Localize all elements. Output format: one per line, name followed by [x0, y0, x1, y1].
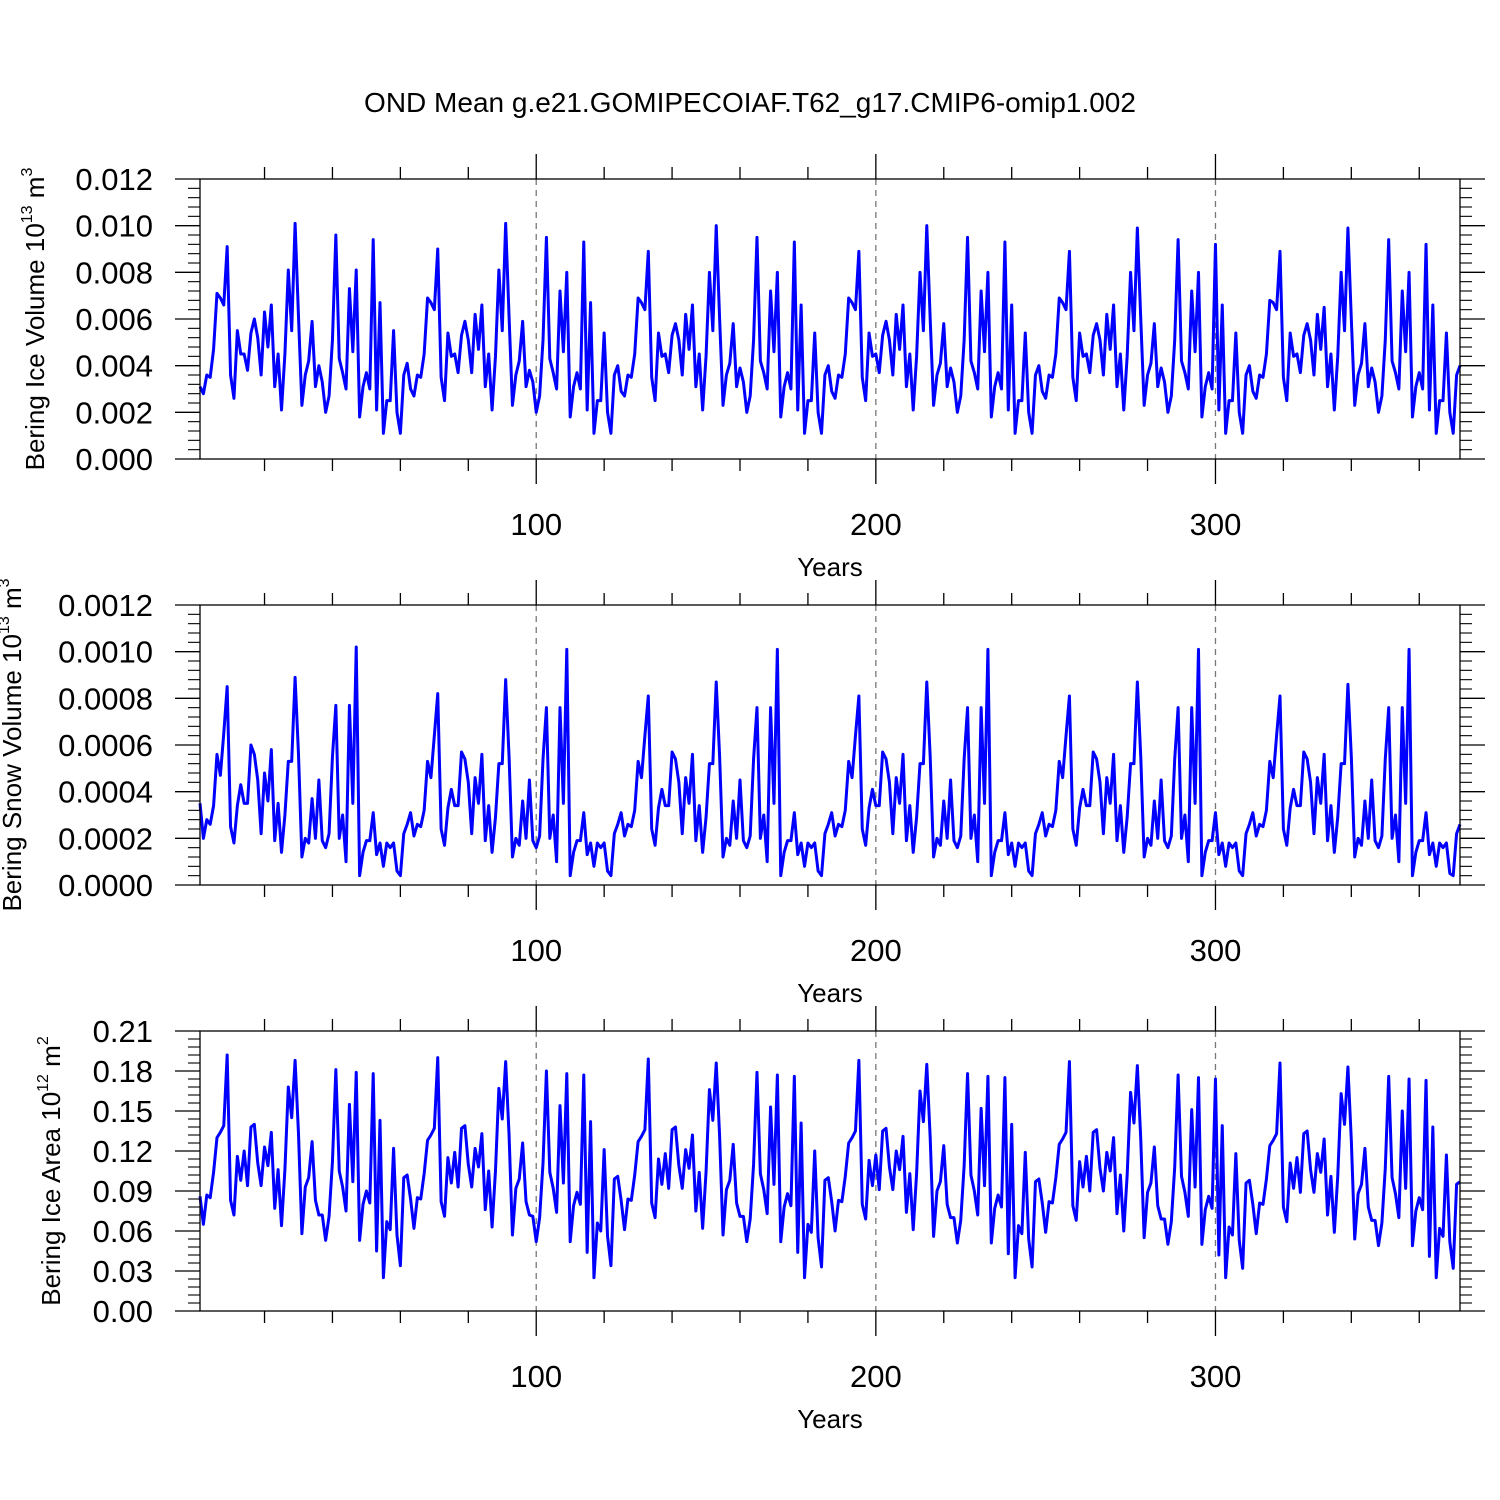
x-tick-label: 300	[1190, 933, 1242, 968]
y-axis-label: Bering Snow Volume 1013 m3	[0, 578, 27, 911]
x-tick-label: 300	[1190, 507, 1242, 542]
y-tick-label: 0.21	[93, 1014, 153, 1049]
x-tick-label: 200	[850, 933, 902, 968]
chart-title: OND Mean g.e21.GOMIPECOIAF.T62_g17.CMIP6…	[364, 87, 1136, 118]
plot-frame	[199, 178, 1461, 460]
x-axis-label: Years	[797, 552, 863, 582]
y-tick-label: 0.09	[93, 1174, 153, 1209]
series-line	[198, 1053, 1461, 1280]
x-axis-label: Years	[797, 978, 863, 1008]
y-axis-label: Bering Ice Area 1012 m2	[35, 1036, 66, 1306]
x-tick-label: 100	[510, 933, 562, 968]
y-tick-label: 0.002	[75, 395, 153, 430]
series-line	[198, 221, 1462, 435]
panel-2: 0.0000 0.0002 0.0004 0.0006 0.0008 0.0010 0.00…	[0, 578, 1485, 1008]
y-tick-label: 0.0010	[58, 635, 153, 670]
y-tick-label: 0.012	[75, 162, 153, 197]
x-tick-label: 200	[850, 507, 902, 542]
plot-frame	[199, 604, 1461, 886]
x-tick-label: 200	[850, 1359, 902, 1394]
x-tick-label: 300	[1190, 1359, 1242, 1394]
y-tick-label: 0.000	[75, 442, 153, 477]
plot-frame	[199, 1030, 1461, 1312]
y-axis-label: Bering Ice Volume 1013 m3	[19, 168, 50, 471]
y-tick-label: 0.0012	[58, 588, 153, 623]
x-axis-label: Years	[797, 1404, 863, 1434]
panel-1: 0.000 0.002 0.004 0.006 0.008 0.010 0.012 100 20…	[19, 154, 1485, 582]
y-tick-label: 0.0006	[58, 728, 153, 763]
y-tick-label: 0.0000	[58, 868, 153, 903]
y-tick-label: 0.0004	[58, 775, 153, 810]
y-tick-label: 0.006	[75, 302, 153, 337]
y-tick-label: 0.06	[93, 1214, 153, 1249]
series-line	[198, 645, 1462, 878]
x-tick-label: 100	[510, 1359, 562, 1394]
y-tick-label: 0.15	[93, 1094, 153, 1129]
x-tick-label: 100	[510, 507, 562, 542]
y-tick-label: 0.004	[75, 349, 153, 384]
y-tick-label: 0.00	[93, 1294, 153, 1329]
y-tick-label: 0.18	[93, 1054, 153, 1089]
y-tick-label: 0.03	[93, 1254, 153, 1289]
y-tick-label: 0.0008	[58, 681, 153, 716]
panels: 0.000 0.002 0.004 0.006 0.008 0.010 0.012 100 20…	[0, 154, 1485, 1434]
y-tick-label: 0.008	[75, 255, 153, 290]
panel-3: 0.00 0.03 0.06 0.09 0.12 0.15 0.18 0.21 100 200 30…	[35, 1006, 1485, 1434]
y-tick-label: 0.0002	[58, 821, 153, 856]
y-tick-label: 0.010	[75, 209, 153, 244]
y-tick-label: 0.12	[93, 1134, 153, 1169]
